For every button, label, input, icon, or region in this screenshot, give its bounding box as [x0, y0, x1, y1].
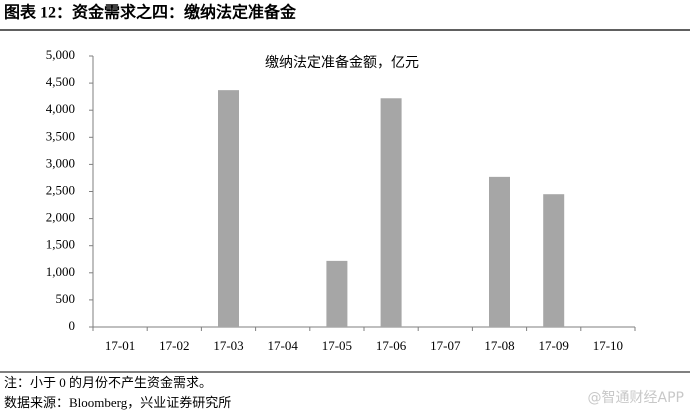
- watermark: @智通财经APP: [588, 390, 684, 406]
- y-tick-label: 2,000: [46, 210, 75, 225]
- x-tick-label: 17-07: [430, 338, 461, 353]
- x-tick-label: 17-05: [322, 338, 352, 353]
- y-tick-label: 5,000: [46, 47, 75, 62]
- y-tick-label: 1,000: [46, 264, 75, 279]
- y-tick-label: 1,500: [46, 237, 75, 252]
- bar: [380, 98, 402, 327]
- x-tick-label: 17-04: [268, 338, 299, 353]
- bar: [489, 176, 510, 327]
- y-tick-label: 4,500: [46, 74, 75, 89]
- footer-source: 数据来源：Bloomberg，兴业证券研究所: [4, 395, 231, 410]
- chart-title: 缴纳法定准备金额，亿元: [265, 54, 419, 71]
- x-tick-label: 17-06: [376, 338, 407, 353]
- y-tick-label: 3,500: [46, 128, 75, 143]
- x-tick-label: 17-09: [539, 338, 569, 353]
- footer-note: 注：小于 0 的月份不产生资金需求。: [4, 375, 212, 390]
- y-tick-label: 500: [56, 291, 76, 306]
- bar: [326, 260, 348, 327]
- header-title: 图表 12：资金需求之四：缴纳法定准备金: [4, 3, 297, 22]
- y-tick-label: 4,000: [46, 101, 75, 116]
- x-tick-label: 17-08: [484, 338, 514, 353]
- y-tick-label: 2,500: [46, 182, 75, 197]
- x-tick-label: 17-02: [159, 338, 189, 353]
- bar: [218, 90, 239, 327]
- x-tick-label: 17-01: [105, 338, 135, 353]
- x-tick-label: 17-10: [593, 338, 623, 353]
- y-tick-label: 0: [69, 318, 76, 333]
- y-tick-label: 3,000: [46, 155, 75, 170]
- x-tick-label: 17-03: [213, 338, 243, 353]
- bar: [543, 194, 565, 327]
